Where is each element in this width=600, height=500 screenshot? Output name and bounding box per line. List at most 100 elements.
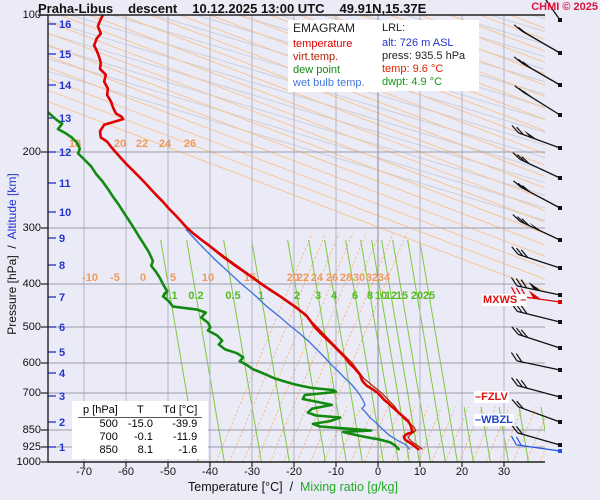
saturated-adiabat-line: [337, 406, 362, 462]
dry-adiabat-line: [479, 15, 545, 41]
pressure-tick-label: 400: [22, 277, 41, 290]
legend-item: temperature: [293, 38, 353, 50]
pressure-tick-label: 300: [22, 221, 41, 234]
adiabat-label: 5: [170, 272, 176, 284]
y-axis-title-slash: /: [5, 239, 19, 256]
mixing-ratio-line: [419, 239, 458, 462]
saturated-adiabat-line: [512, 406, 537, 462]
saturated-adiabat-line: [215, 232, 313, 462]
dry-adiabat-line: [119, 15, 545, 177]
temperature-tick-label: 30: [497, 466, 511, 478]
saturated-adiabat-line: [526, 416, 545, 462]
levels-table-col-header: Td [°C]: [157, 404, 203, 418]
mixing-ratio-label: 10: [375, 290, 387, 302]
station-name: Praha-Libus: [38, 1, 114, 16]
lrl-dewpoint: dwpt: 4.9 °C: [382, 76, 443, 88]
station-coords: 49.91N,15.37E: [339, 1, 427, 16]
altitude-tick-label: 9: [59, 233, 65, 245]
legend-item: dew point: [293, 64, 341, 76]
temperature-tick-label: -40: [202, 466, 218, 478]
altitude-tick-label: 11: [59, 178, 71, 190]
sounding-datetime: 10.12.2025 13:00 UTC: [192, 1, 325, 16]
adiabat-label: 30: [353, 272, 365, 284]
dry-adiabat-line: [59, 15, 545, 200]
mixing-ratio-line: [345, 239, 384, 462]
freezing-level-marker: –FZLV: [474, 391, 509, 403]
dry-adiabat-line: [48, 32, 545, 223]
levels-table-cell: -1.6: [178, 444, 198, 456]
levels-table-cell: 700: [99, 431, 118, 443]
mixing-ratio-label: 3: [315, 290, 321, 302]
mixing-ratio-line: [381, 239, 420, 462]
wind-barb: [511, 377, 562, 399]
altitude-tick-label: 1: [59, 442, 65, 454]
temperature-tick-label: 0: [374, 466, 382, 478]
dry-adiabat-line: [89, 15, 545, 189]
legend-box: EMAGRAM temperature virt.temp. dew point we…: [288, 20, 386, 92]
saturated-adiabat-line: [242, 232, 340, 462]
max-wind-marker: MXWS –: [482, 294, 528, 306]
pressure-tick-label: 100: [22, 8, 41, 21]
pressure-tick-label: 200: [22, 145, 41, 158]
mixing-ratio-label: 25: [423, 290, 435, 302]
adiabat-label: 26: [184, 138, 196, 150]
pressure-tick-label: 700: [22, 386, 41, 399]
mixing-ratio-line: [308, 239, 347, 462]
mixing-ratio-label: 0.2: [188, 290, 203, 302]
levels-table-cell: 8.1: [137, 444, 153, 456]
saturated-adiabat-line: [256, 232, 354, 462]
levels-table-cell: -39.9: [172, 418, 198, 430]
dry-adiabat-line: [48, 66, 545, 257]
mixing-ratio-label: 2: [294, 290, 300, 302]
altitude-tick-label: 14: [59, 80, 72, 92]
levels-table-col-header: p [hPa]: [78, 404, 123, 418]
dry-adiabat-line: [48, 89, 545, 280]
saturated-adiabat-line: [539, 448, 545, 462]
copyright-notice: CHMI © 2025: [531, 1, 598, 13]
saturated-adiabat-line: [594, 407, 600, 462]
levels-table-row: 500 -15.0 -39.9: [78, 418, 202, 432]
temperature-tick-label: -60: [118, 466, 134, 478]
pressure-tick-label: 1000: [16, 455, 41, 468]
legend-items: temperature virt.temp. dew point wet bulb t…: [293, 38, 381, 90]
levels-table-col-header: T: [122, 404, 158, 418]
legend-title: EMAGRAM: [293, 21, 356, 35]
mixing-ratio-line: [407, 239, 446, 462]
mixing-ratio-label: 15: [396, 290, 408, 302]
x-axis-title: Temperature [°C] / Mixing ratio [g/kg]: [188, 480, 398, 494]
altitude-tick-label: 16: [59, 19, 71, 31]
saturated-adiabat-line: [581, 407, 600, 462]
temperature-tick-label: -70: [76, 466, 92, 478]
altitude-tick-label: 12: [59, 147, 71, 159]
wind-barb: [511, 125, 562, 150]
saturated-adiabat-line: [350, 406, 375, 462]
wind-barb: [512, 214, 562, 242]
altitude-tick-label: 8: [59, 260, 65, 272]
mixing-ratio-label: 0.5: [225, 290, 240, 302]
saturated-adiabat-line: [310, 232, 408, 462]
wind-barb: [545, 0, 562, 22]
saturated-adiabat-line: [567, 407, 590, 462]
temperature-curve: [92, 15, 420, 451]
adiabat-label: 20: [287, 272, 299, 284]
levels-table-row: 850 8.1 -1.6: [78, 444, 202, 457]
mixing-ratio-label: 1: [258, 290, 264, 302]
temperature-tick-label: -20: [286, 466, 302, 478]
legend-item: wet bulb temp.: [293, 77, 365, 89]
levels-table-cell: 850: [99, 444, 118, 456]
temperature-tick-label: 20: [455, 466, 469, 478]
altitude-tick-label: 4: [59, 368, 66, 380]
levels-table-cell: -0.1: [133, 431, 153, 443]
lrl-temperature: temp: 9.6 °C: [382, 63, 444, 75]
mixing-ratio-label: 12: [385, 290, 397, 302]
temperature-tick-label: -50: [160, 466, 176, 478]
wind-barb: [511, 399, 562, 424]
gray-diagonal-line: [489, 15, 545, 32]
dry-adiabat-line: [48, 78, 545, 269]
levels-table-cell: -15.0: [127, 418, 153, 430]
mixing-ratio-label: 20: [411, 290, 423, 302]
adiabat-label: 22: [136, 138, 148, 150]
dry-adiabat-line: [48, 44, 545, 234]
mixing-ratio-line: [561, 407, 570, 462]
